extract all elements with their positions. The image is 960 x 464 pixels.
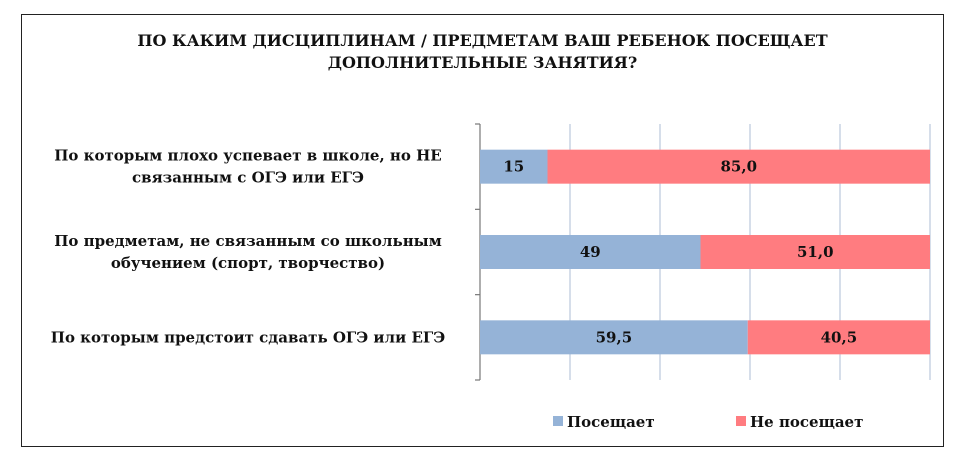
data-label-visits-1: 49	[580, 243, 601, 261]
legend-label-not-visits: Не посещает	[750, 413, 863, 431]
chart-title: ПО КАКИМ ДИСЦИПЛИНАМ / ПРЕДМЕТАМ ВАШ РЕБ…	[21, 30, 944, 74]
category-label-0-line-0: По которым плохо успевает в школе, но НЕ	[54, 147, 441, 165]
category-label-1-line-1: обучением (спорт, творчество)	[111, 254, 385, 272]
bar-visits-2	[480, 320, 748, 355]
bar-visits-0	[480, 149, 548, 184]
data-label-not-visits-0: 85,0	[720, 158, 757, 176]
bar-not-visits-1	[700, 235, 930, 269]
data-label-not-visits-2: 40,5	[821, 328, 858, 346]
chart-frame	[21, 14, 944, 447]
category-label-0-line-1: связанным с ОГЭ или ЕГЭ	[132, 169, 364, 187]
data-label-not-visits-1: 51,0	[797, 243, 834, 261]
chart-title-line-1: ПО КАКИМ ДИСЦИПЛИНАМ / ПРЕДМЕТАМ ВАШ РЕБ…	[137, 31, 828, 50]
chart-title-line-2: ДОПОЛНИТЕЛЬНЫЕ ЗАНЯТИЯ?	[327, 53, 638, 72]
bar-visits-1	[480, 235, 701, 269]
category-label-2-line-0: По которым предстоит сдавать ОГЭ или ЕГЭ	[51, 328, 445, 346]
bar-not-visits-0	[547, 149, 930, 184]
legend-swatch-not-visits	[736, 416, 746, 426]
legend-swatch-visits	[553, 416, 563, 426]
data-label-visits-0: 15	[503, 158, 524, 176]
category-label-1-line-0: По предметам, не связанным со школьным	[54, 232, 442, 250]
data-label-visits-2: 59,5	[596, 328, 633, 346]
bar-not-visits-2	[747, 320, 930, 355]
legend-label-visits: Посещает	[567, 413, 655, 431]
